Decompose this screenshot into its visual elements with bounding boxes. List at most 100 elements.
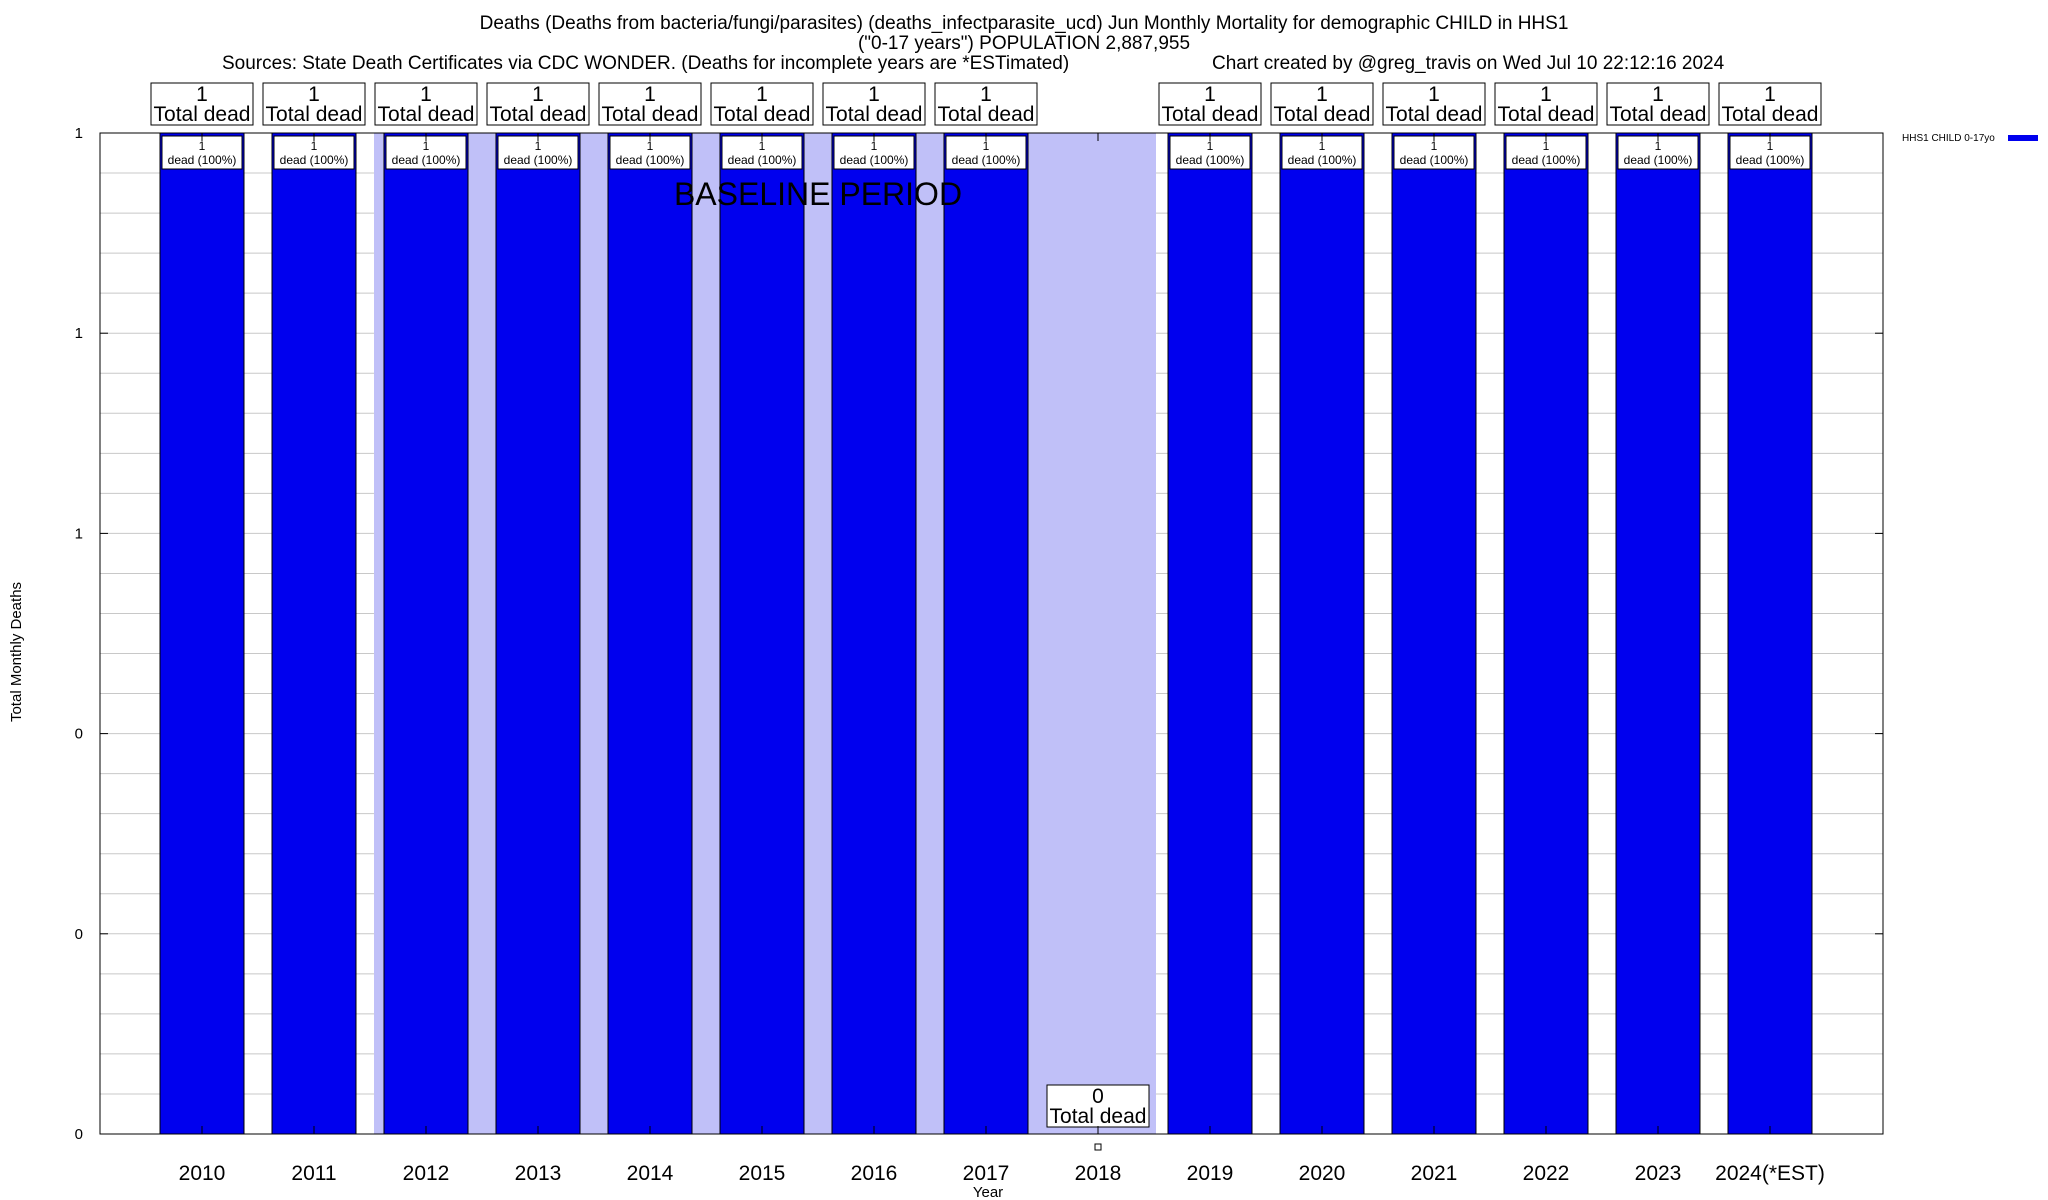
- bar-label-box-2019: [1169, 135, 1251, 170]
- bar-label-pct-2020: dead (100%): [1288, 153, 1357, 167]
- total-label-2019: Total dead: [1162, 103, 1259, 126]
- total-label-2020: Total dead: [1274, 103, 1371, 126]
- bar-label-pct-2016: dead (100%): [840, 153, 909, 167]
- bar-label-count-2016: 1: [871, 139, 878, 153]
- y-tick-label: 1: [75, 525, 83, 542]
- x-tick-label-2023: 2023: [1635, 1162, 1682, 1185]
- total-label-2023: Total dead: [1610, 103, 1707, 126]
- total-box-2022: [1494, 82, 1598, 126]
- bar-label-pct-2014: dead (100%): [616, 153, 685, 167]
- bar-label-count-2011: 1: [311, 139, 318, 153]
- bar-2017: [943, 132, 1029, 1135]
- total-value-2018: 0: [1092, 1085, 1104, 1108]
- bar-label-pct-2010: dead (100%): [168, 153, 237, 167]
- bar-label-box-2021: [1393, 135, 1475, 170]
- total-value-2016: 1: [868, 83, 880, 106]
- total-box-2010: [150, 82, 254, 126]
- x-tick-label-2024(*EST): 2024(*EST): [1715, 1162, 1825, 1185]
- bar-label-pct-2022: dead (100%): [1512, 153, 1581, 167]
- zero-marker-2018: [1094, 1143, 1102, 1151]
- y-axis-ticks: 0 0 0 1 1 1: [75, 125, 1883, 1143]
- total-box-2013: [486, 82, 590, 126]
- x-tick-label-2021: 2021: [1411, 1162, 1458, 1185]
- bar-label-box-2015: [721, 135, 803, 170]
- total-label-2015: Total dead: [714, 103, 811, 126]
- x-tick-label-2022: 2022: [1523, 1162, 1570, 1185]
- total-label-2012: Total dead: [378, 103, 475, 126]
- chart-credit: Chart created by @greg_travis on Wed Jul…: [1212, 53, 1725, 74]
- x-tick-label-2014: 2014: [627, 1162, 674, 1185]
- bar-2012: [383, 132, 469, 1135]
- bar-label-box-2012: [385, 135, 467, 170]
- plot-frame: [99, 132, 1884, 1135]
- bar-label-count-2014: 1: [647, 139, 654, 153]
- x-tick-label-2018: 2018: [1075, 1162, 1122, 1185]
- total-box-2011: [262, 82, 366, 126]
- bar-label-count-2022: 1: [1543, 139, 1550, 153]
- legend: HHS1 CHILD 0-17yo: [1902, 133, 2038, 144]
- total-value-2015: 1: [756, 83, 768, 106]
- y-tick-label: 0: [75, 726, 83, 743]
- baseline-period-label: BASELINE PERIOD: [674, 176, 962, 212]
- bar-label-pct-2024(*EST): dead (100%): [1736, 153, 1805, 167]
- total-box-2020: [1270, 82, 1374, 126]
- total-value-2019: 1: [1204, 83, 1216, 106]
- x-tick-label-2010: 2010: [179, 1162, 226, 1185]
- bar-label-count-2012: 1: [423, 139, 430, 153]
- bar-label-count-2024(*EST): 1: [1767, 139, 1774, 153]
- total-label-2014: Total dead: [602, 103, 699, 126]
- y-tick-label: 1: [75, 325, 83, 342]
- y-axis-label: Total Monthly Deaths: [8, 582, 25, 722]
- bar-label-count-2020: 1: [1319, 139, 1326, 153]
- bar-label-box-2020: [1281, 135, 1363, 170]
- x-axis-label: Year: [973, 1184, 1003, 1200]
- total-label-2024(*EST): Total dead: [1722, 103, 1819, 126]
- bar-label-pct-2013: dead (100%): [504, 153, 573, 167]
- total-label-2021: Total dead: [1386, 103, 1483, 126]
- bar-2020: [1279, 132, 1365, 1135]
- bar-2016: [831, 132, 917, 1135]
- total-value-2013: 1: [532, 83, 544, 106]
- total-box-2019: [1158, 82, 1262, 126]
- total-value-2024(*EST): 1: [1764, 83, 1776, 106]
- y-tick-label: 1: [75, 125, 83, 142]
- chart-title-line-1: Deaths (Deaths from bacteria/fungi/paras…: [479, 13, 1569, 34]
- bar-label-box-2023: [1617, 135, 1699, 170]
- total-box-2017: [934, 82, 1038, 126]
- bar-label-pct-2011: dead (100%): [280, 153, 349, 167]
- bar-label-count-2015: 1: [759, 139, 766, 153]
- bar-label-pct-2023: dead (100%): [1624, 153, 1693, 167]
- bar-2021: [1391, 132, 1477, 1135]
- chart-sources-note: Sources: State Death Certificates via CD…: [222, 53, 1070, 74]
- bar-label-count-2017: 1: [983, 139, 990, 153]
- bar-label-pct-2021: dead (100%): [1400, 153, 1469, 167]
- total-value-2023: 1: [1652, 83, 1664, 106]
- legend-swatch: [2008, 135, 2038, 141]
- total-label-2022: Total dead: [1498, 103, 1595, 126]
- total-value-2017: 1: [980, 83, 992, 106]
- bar-2019: [1167, 132, 1253, 1135]
- total-value-2022: 1: [1540, 83, 1552, 106]
- x-tick-label-2011: 2011: [291, 1162, 336, 1185]
- total-value-2010: 1: [196, 83, 208, 106]
- x-tick-label-2016: 2016: [851, 1162, 898, 1185]
- bar-2013: [495, 132, 581, 1135]
- bar-label-pct-2019: dead (100%): [1176, 153, 1245, 167]
- total-box-2021: [1382, 82, 1486, 126]
- bar-label-box-2010: [161, 135, 243, 170]
- bar-label-count-2021: 1: [1431, 139, 1438, 153]
- total-box-2024(*EST): [1718, 82, 1822, 126]
- bar-label-pct-2017: dead (100%): [952, 153, 1021, 167]
- total-label-2016: Total dead: [826, 103, 923, 126]
- bar-label-count-2010: 1: [199, 139, 206, 153]
- bar-2015: [719, 132, 805, 1135]
- bars-layer: [159, 132, 1813, 1135]
- x-tick-label-2019: 2019: [1187, 1162, 1234, 1185]
- y-tick-label: 0: [75, 926, 83, 943]
- legend-entry-label: HHS1 CHILD 0-17yo: [1902, 133, 1995, 144]
- bar-label-pct-2015: dead (100%): [728, 153, 797, 167]
- x-axis-ticks: 2010 2011 2012 2013 2014 2015 2016 2017 2018 2019…: [179, 133, 1825, 1185]
- bar-label-pct-2012: dead (100%): [392, 153, 461, 167]
- total-box-2014: [598, 82, 702, 126]
